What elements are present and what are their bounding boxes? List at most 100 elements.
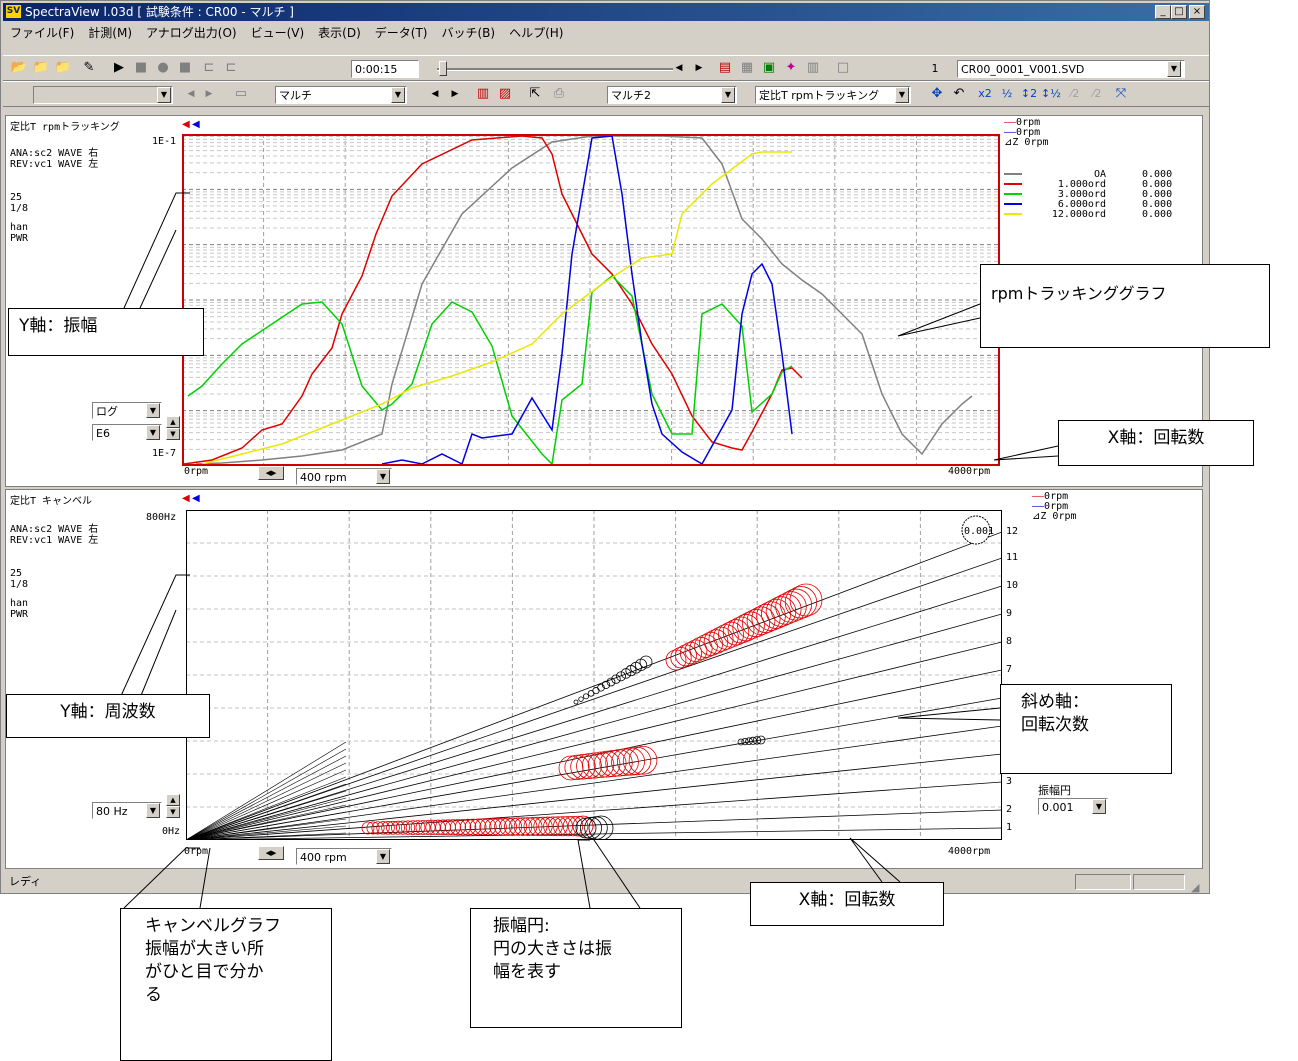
- spin-up-icon[interactable]: ▲: [166, 794, 180, 806]
- menu-display[interactable]: 表示(D): [318, 26, 361, 40]
- order-line: [186, 762, 347, 840]
- amplitude-circle: [601, 680, 611, 689]
- level-icon[interactable]: ⊏: [203, 60, 215, 75]
- amplitude-circle: [675, 644, 697, 667]
- channel-info: ANA:sc2 WAVE 右 REV:vc1 WAVE 左 25 1/8 han…: [10, 148, 98, 244]
- chevron-down-icon[interactable]: ▼: [157, 87, 171, 103]
- play-icon[interactable]: ▶: [114, 60, 124, 75]
- chevron-down-icon[interactable]: ▼: [391, 87, 405, 103]
- chart-icon[interactable]: ▦: [740, 60, 754, 75]
- rpm-step-select[interactable]: 400 rpm: [296, 848, 392, 865]
- next-view-icon[interactable]: ▶: [451, 89, 459, 99]
- info-line: 25: [10, 568, 23, 579]
- db-icon[interactable]: ⊏: [225, 60, 237, 75]
- exponent-select[interactable]: E6: [92, 424, 162, 441]
- stop-icon[interactable]: ■: [134, 60, 148, 75]
- resize-grip-icon[interactable]: ◢: [1191, 881, 1200, 894]
- menu-measure[interactable]: 計測(M): [88, 26, 132, 40]
- open-folder2-icon[interactable]: 📁: [32, 60, 50, 75]
- rpm-tracking-plot[interactable]: [182, 134, 1000, 466]
- chevron-down-icon[interactable]: ▼: [1092, 799, 1106, 814]
- menu-data[interactable]: データ(T): [374, 26, 428, 40]
- settings-icon[interactable]: ✎: [83, 60, 95, 75]
- scale-select[interactable]: ログ: [92, 402, 162, 419]
- chevron-down-icon[interactable]: ▼: [376, 849, 390, 864]
- legend-head-red: ——0rpm: [1032, 491, 1069, 502]
- zoom-x-icon[interactable]: x2: [978, 87, 992, 100]
- grid-icon[interactable]: ▤: [718, 60, 732, 75]
- menu-batch[interactable]: バッチ(B): [441, 26, 496, 40]
- scroll-arrows-icon[interactable]: ◀▶: [258, 846, 284, 860]
- spin-down-icon[interactable]: ▼: [166, 806, 180, 818]
- chevron-down-icon[interactable]: ▼: [376, 469, 390, 484]
- menu-view[interactable]: ビュー(V): [250, 26, 305, 40]
- chevron-down-icon[interactable]: ▼: [146, 403, 160, 418]
- rpm-step-select[interactable]: 400 rpm: [296, 468, 392, 485]
- minimize-button[interactable]: _: [1155, 5, 1171, 19]
- graph-type-select[interactable]: 定比T rpmトラッキング: [755, 86, 911, 104]
- close-button[interactable]: ×: [1189, 5, 1205, 19]
- print-icon[interactable]: ⎙: [553, 86, 565, 101]
- cursor-left-icon[interactable]: ◀: [182, 493, 190, 504]
- prev-view-icon[interactable]: ◀: [431, 89, 439, 99]
- menu-analog-out[interactable]: アナログ出力(O): [146, 26, 237, 40]
- chevron-down-icon[interactable]: ▼: [721, 87, 735, 103]
- scroll-arrows-icon[interactable]: ◀▶: [258, 466, 284, 480]
- legend-label: 1.000ord: [1057, 179, 1106, 190]
- config-icon[interactable]: ▥: [806, 60, 820, 75]
- chevron-down-icon[interactable]: ▼: [1167, 61, 1181, 77]
- chevron-down-icon[interactable]: ▼: [895, 87, 909, 103]
- campbell-plot[interactable]: 0.001: [186, 510, 1002, 840]
- file-select[interactable]: CR00_0001_V001.SVD: [957, 60, 1185, 78]
- next-icon[interactable]: ▶: [695, 63, 703, 73]
- order-line: [186, 613, 1002, 840]
- graph-icon[interactable]: ▣: [762, 60, 776, 75]
- maximize-button[interactable]: □: [1171, 5, 1187, 19]
- menu-file[interactable]: ファイル(F): [10, 26, 75, 40]
- zoom-x-half-icon[interactable]: ½: [1001, 87, 1013, 100]
- amplitude-circle: [737, 738, 745, 746]
- zoom-y-half-icon[interactable]: ↕½: [1041, 87, 1061, 100]
- export-icon[interactable]: ⇱: [529, 86, 541, 101]
- prev-icon[interactable]: ◀: [675, 63, 683, 73]
- spin-up-icon[interactable]: ▲: [166, 416, 180, 428]
- box-icon[interactable]: □: [836, 60, 850, 75]
- next-channel-icon[interactable]: ▶: [205, 89, 213, 99]
- move-icon[interactable]: ✥: [931, 86, 943, 101]
- zoom-y-icon[interactable]: ↕2: [1020, 87, 1038, 100]
- cursor-left-icon[interactable]: ◀: [182, 119, 190, 130]
- cursor-right-icon[interactable]: ◀: [192, 493, 200, 504]
- playback-slider[interactable]: [437, 60, 677, 78]
- counter-display: 1: [931, 62, 939, 75]
- zoom-disabled2-icon[interactable]: ⁄2: [1092, 87, 1102, 100]
- prev-channel-icon[interactable]: ◀: [187, 89, 195, 99]
- slider-thumb[interactable]: [439, 61, 447, 76]
- freq-step-select[interactable]: 80 Hz: [92, 802, 162, 819]
- amplitude-circle: [622, 746, 652, 776]
- stop2-icon[interactable]: ■: [178, 60, 192, 75]
- amplitude-circle: [415, 820, 431, 835]
- record-icon[interactable]: ●: [157, 60, 169, 75]
- spin-down-icon[interactable]: ▼: [166, 428, 180, 440]
- scale-icon[interactable]: ✦: [785, 60, 797, 75]
- line-chart-icon[interactable]: ▨: [498, 86, 512, 101]
- undo-icon[interactable]: ↶: [953, 86, 965, 101]
- chevron-down-icon[interactable]: ▼: [146, 425, 160, 440]
- open-folder3-icon[interactable]: 📁: [54, 60, 72, 75]
- fit-icon[interactable]: ⤧: [1115, 86, 1127, 101]
- amplitude-circle: [562, 815, 584, 837]
- legend-label: 6.000ord: [1057, 199, 1106, 210]
- zoom-disabled-icon[interactable]: ⁄2: [1070, 87, 1080, 100]
- open-folder-icon[interactable]: 📂: [10, 60, 28, 75]
- view-mode-select[interactable]: マルチ: [275, 86, 407, 104]
- info-line: REV:vc1 WAVE 左: [10, 535, 99, 546]
- view-mode2-select[interactable]: マルチ2: [607, 86, 737, 104]
- amp-circle-select[interactable]: 0.001: [1038, 798, 1108, 815]
- chevron-down-icon[interactable]: ▼: [146, 803, 160, 818]
- window-icon[interactable]: ▭: [234, 86, 248, 101]
- menu-help[interactable]: ヘルプ(H): [509, 26, 564, 40]
- bar-chart-icon[interactable]: ▥: [476, 86, 490, 101]
- channel-select[interactable]: [33, 86, 173, 104]
- info-line: 1/8: [10, 579, 29, 590]
- cursor-right-icon[interactable]: ◀: [192, 119, 200, 130]
